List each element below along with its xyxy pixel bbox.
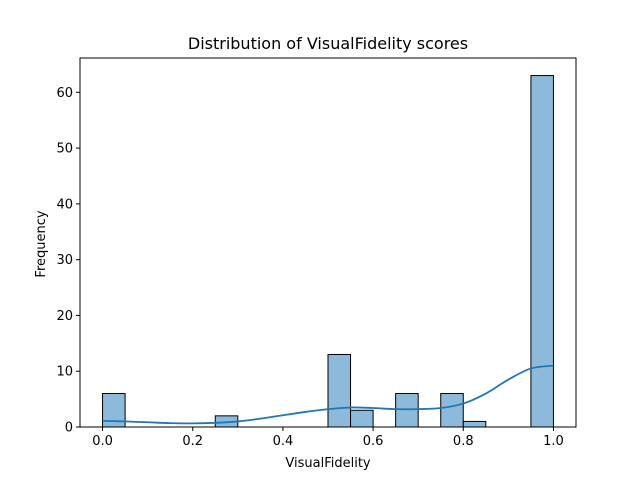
y-tick-label: 40 (56, 197, 73, 212)
y-tick-label: 30 (56, 253, 73, 268)
y-axis-label: Frequency (34, 210, 49, 277)
y-tick-label: 10 (56, 365, 73, 380)
x-tick-label: 0.2 (182, 434, 203, 449)
y-tick-label: 60 (56, 86, 73, 101)
ticks: 0.0 0.2 0.4 0.6 0.8 1.0 0 10 20 30 40 50 60 (56, 86, 563, 449)
x-axis-label: VisualFidelity (285, 456, 371, 471)
x-tick-label: 0.8 (453, 434, 474, 449)
kde-layer (102, 364, 554, 425)
histogram-bar (440, 393, 464, 428)
histogram-bar (395, 393, 419, 428)
x-tick-label: 1.0 (543, 434, 564, 449)
x-tick-label: 0.6 (363, 434, 384, 449)
axes-frame (79, 57, 577, 428)
y-tick-label: 0 (65, 421, 73, 436)
histogram-bar (462, 420, 487, 428)
kde-line (102, 364, 554, 425)
y-tick-label: 50 (56, 142, 73, 157)
histogram-bar (530, 75, 554, 428)
histogram-bar (350, 409, 374, 428)
y-tick-label: 20 (56, 309, 73, 324)
x-tick-label: 0.4 (273, 434, 294, 449)
axes (79, 57, 577, 428)
chart-title: Distribution of VisualFidelity scores (188, 34, 468, 53)
x-tick-label: 0.0 (92, 434, 113, 449)
plot-area (102, 75, 554, 428)
histogram-bar (327, 353, 352, 428)
